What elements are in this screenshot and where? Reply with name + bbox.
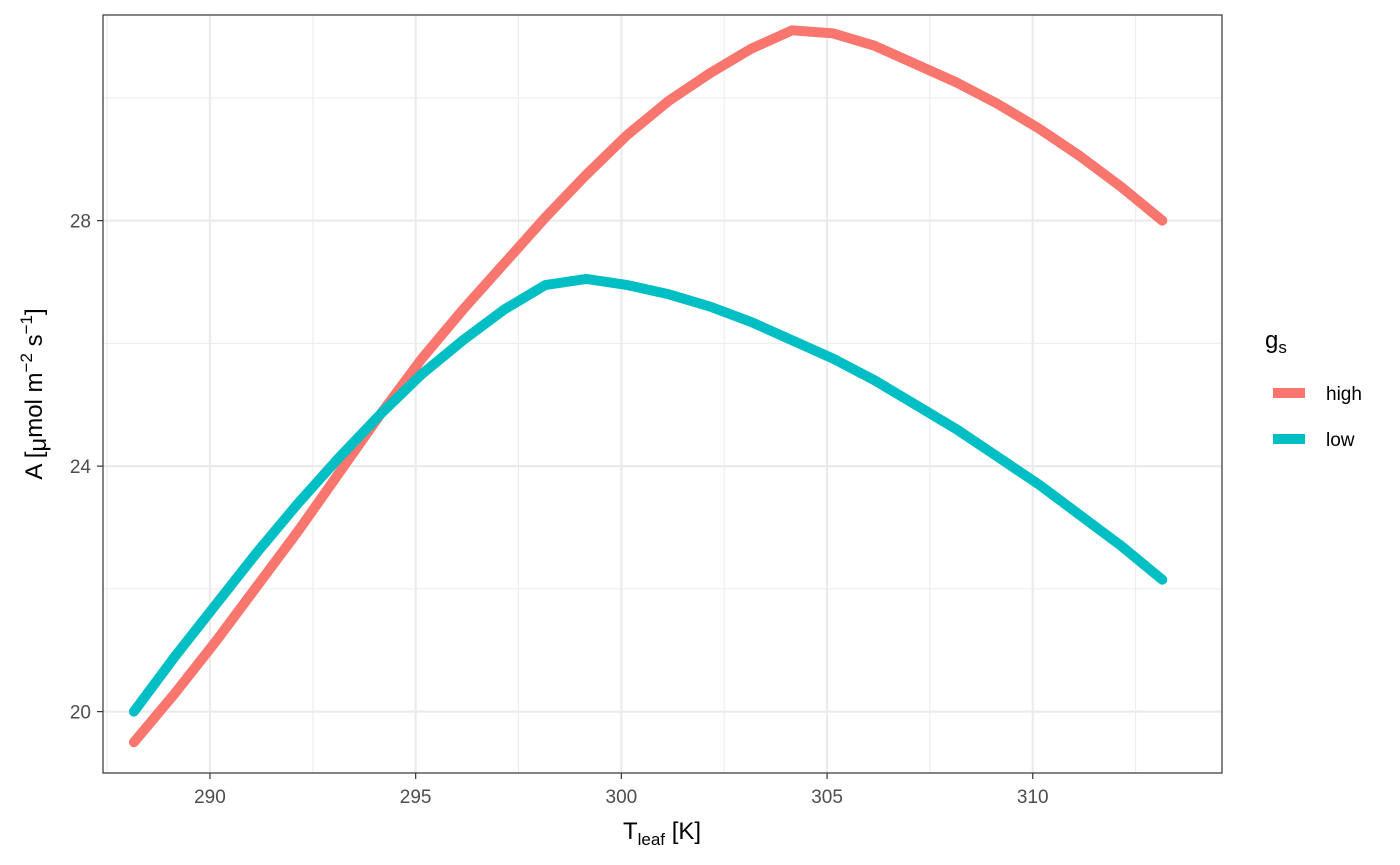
y-tick-label: 24 — [70, 457, 92, 478]
panel-border — [102, 14, 1223, 774]
x-axis-title: Tleaf [K] — [623, 818, 701, 849]
x-tick-label: 305 — [811, 787, 843, 808]
series-line-low — [128, 273, 1168, 717]
grid-minor — [103, 15, 1222, 773]
x-tick-label: 295 — [400, 787, 432, 808]
legend-title: gs — [1265, 327, 1287, 357]
legend-label-low: low — [1326, 430, 1355, 451]
series-line-high — [128, 25, 1168, 748]
x-axis-ticks: 290 295 300 305 310 — [194, 773, 1049, 808]
legend-label-high: high — [1326, 384, 1362, 405]
legend: gs high low — [1265, 327, 1362, 451]
x-tick-label: 290 — [194, 787, 226, 808]
y-tick-label: 20 — [70, 703, 91, 724]
y-axis-title: A [μmol m−2 s−1] — [17, 308, 52, 479]
series-layer — [128, 25, 1168, 748]
x-tick-label: 310 — [1017, 787, 1049, 808]
y-tick-label: 28 — [70, 212, 91, 233]
y-axis-ticks: 20 24 28 — [70, 212, 103, 724]
x-tick-label: 300 — [606, 787, 638, 808]
